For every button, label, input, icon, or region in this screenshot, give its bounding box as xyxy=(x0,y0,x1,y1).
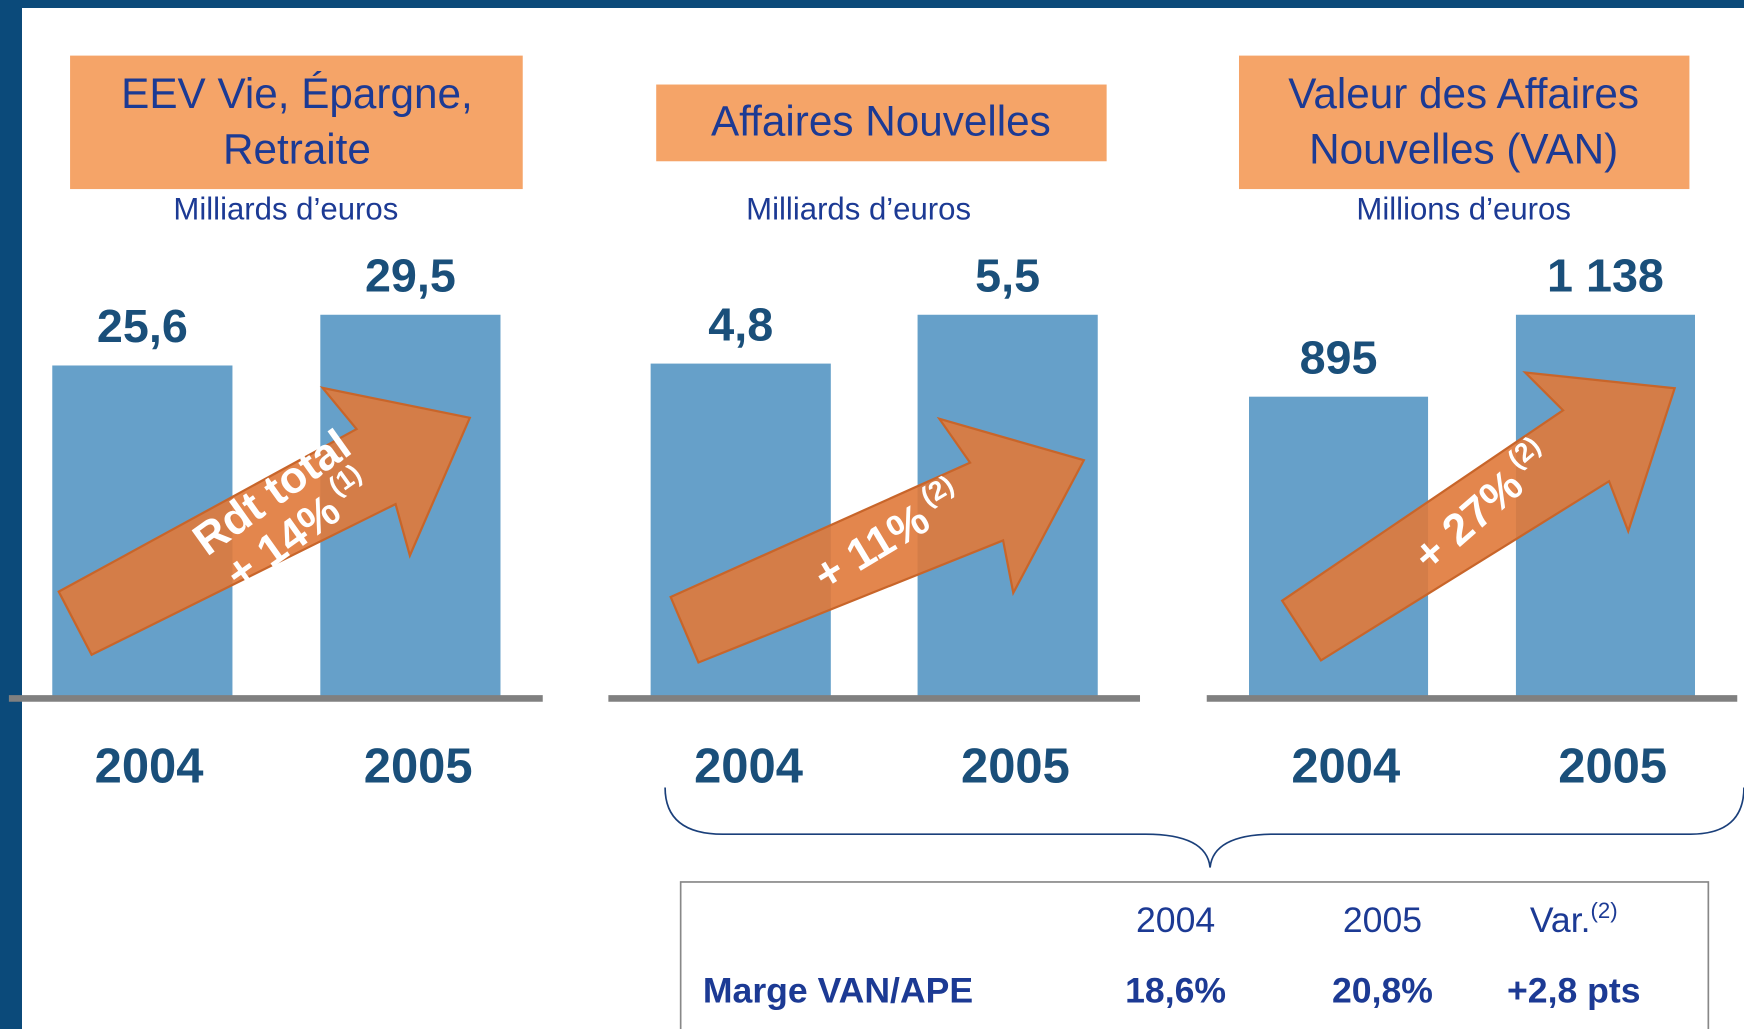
table-header: 2005 xyxy=(1343,901,1422,941)
table-box xyxy=(679,881,1710,1029)
x-tick-label: 2004 xyxy=(694,740,803,794)
x-tick-label: 2005 xyxy=(961,740,1070,794)
left-border xyxy=(0,0,22,1029)
header-note: (2) xyxy=(1590,898,1617,923)
content: EEV Vie, Épargne, Retraite Milliards d’eur… xyxy=(8,55,1744,1029)
header-text: 2004 xyxy=(1136,901,1215,941)
table-cell: 18,6% xyxy=(1125,971,1226,1011)
chart-title: Nouvelles (VAN) xyxy=(1309,126,1618,173)
chart-title: EEV Vie, Épargne, xyxy=(121,70,473,117)
chart-title: Affaires Nouvelles xyxy=(711,98,1051,145)
top-border xyxy=(0,0,1744,8)
table-header: 2004 xyxy=(1136,901,1215,941)
table-cell: 20,8% xyxy=(1332,971,1433,1011)
title-box xyxy=(70,55,523,190)
header-text: Var. xyxy=(1530,901,1591,941)
chart-title: Retraite xyxy=(223,126,371,173)
value-label: 29,5 xyxy=(365,250,456,302)
x-tick-label: 2005 xyxy=(1558,740,1667,794)
value-label: 895 xyxy=(1300,331,1378,383)
chart-subtitle: Milliards d’euros xyxy=(173,192,398,227)
table-cell: +2,8 pts xyxy=(1507,971,1641,1011)
table-header: Var.(2) xyxy=(1530,898,1618,941)
value-label: 25,6 xyxy=(97,300,188,352)
chart-subtitle: Millions d’euros xyxy=(1356,192,1571,227)
header-text: 2005 xyxy=(1343,901,1422,941)
growth-arrow xyxy=(669,416,1086,664)
x-tick-label: 2004 xyxy=(1291,740,1400,794)
chart-subtitle: Milliards d’euros xyxy=(746,192,971,227)
value-label: 4,8 xyxy=(708,298,773,350)
bar xyxy=(650,363,831,699)
x-tick-label: 2005 xyxy=(364,740,473,794)
growth-arrow xyxy=(57,386,472,657)
arrow-shape xyxy=(669,416,1086,664)
growth-arrow xyxy=(1280,371,1677,662)
arrow-shape xyxy=(57,386,472,657)
brace xyxy=(664,787,1744,868)
title-box xyxy=(1238,55,1690,190)
arrow-shape xyxy=(1280,371,1677,662)
x-tick-label: 2004 xyxy=(95,740,204,794)
chart-title: Valeur des Affaires xyxy=(1288,70,1639,117)
row-label: Marge VAN/APE xyxy=(703,971,973,1011)
value-label: 5,5 xyxy=(975,250,1040,302)
title-box xyxy=(656,84,1107,162)
value-label: 1 138 xyxy=(1547,250,1664,302)
